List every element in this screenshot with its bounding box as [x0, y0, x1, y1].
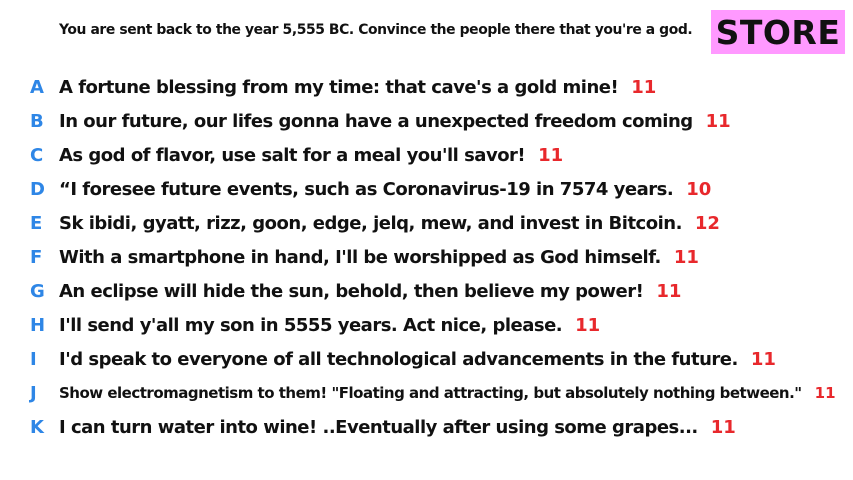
answer-score: 11 [673, 246, 699, 268]
answer-letter: C [30, 144, 44, 166]
answer-text: “I foresee future events, such as Corona… [59, 178, 674, 200]
answer-option-f[interactable]: F With a smartphone in hand, I'll be wor… [0, 240, 853, 274]
answer-option-a[interactable]: A A fortune blessing from my time: that … [0, 70, 853, 104]
answer-option-i[interactable]: I I'd speak to everyone of all technolog… [0, 342, 853, 376]
answer-letter: E [30, 212, 43, 234]
answer-score: 11 [656, 280, 682, 302]
answer-option-b[interactable]: B In our future, our lifes gonna have a … [0, 104, 853, 138]
answer-score: 11 [710, 416, 736, 438]
answer-score: 11 [705, 110, 731, 132]
answer-letter: I [30, 348, 37, 370]
answer-option-j[interactable]: J Show electromagnetism to them! "Floati… [0, 376, 853, 410]
answer-score: 11 [575, 314, 601, 336]
answer-option-g[interactable]: G An eclipse will hide the sun, behold, … [0, 274, 853, 308]
answer-letter: D [30, 178, 45, 200]
answer-text: I'd speak to everyone of all technologic… [59, 348, 738, 370]
answer-letter: K [30, 416, 44, 438]
answer-text: In our future, our lifes gonna have a un… [59, 110, 693, 132]
answer-text: An eclipse will hide the sun, behold, th… [59, 280, 644, 302]
answer-letter: J [30, 382, 37, 404]
answer-option-c[interactable]: C As god of flavor, use salt for a meal … [0, 138, 853, 172]
answer-text: With a smartphone in hand, I'll be worsh… [59, 246, 661, 268]
answer-score: 11 [814, 384, 836, 402]
answer-option-h[interactable]: H I'll send y'all my son in 5555 years. … [0, 308, 853, 342]
answer-text: A fortune blessing from my time: that ca… [59, 76, 619, 98]
answer-text: As god of flavor, use salt for a meal yo… [59, 144, 526, 166]
answer-option-e[interactable]: E Sk ibidi, gyatt, rizz, goon, edge, jel… [0, 206, 853, 240]
answer-letter: B [30, 110, 44, 132]
answer-option-k[interactable]: K I can turn water into wine! ..Eventual… [0, 410, 853, 444]
answer-option-d[interactable]: D “I foresee future events, such as Coro… [0, 172, 853, 206]
answer-score: 11 [750, 348, 776, 370]
answer-text: I'll send y'all my son in 5555 years. Ac… [59, 314, 563, 336]
answer-text: Show electromagnetism to them! "Floating… [59, 384, 802, 402]
answer-letter: G [30, 280, 45, 302]
answer-score: 11 [538, 144, 564, 166]
answer-text: Sk ibidi, gyatt, rizz, goon, edge, jelq,… [59, 212, 682, 234]
answer-letter: F [30, 246, 43, 268]
answer-score: 10 [686, 178, 712, 200]
answer-score: 12 [694, 212, 720, 234]
question-prompt: You are sent back to the year 5,555 BC. … [59, 22, 693, 38]
answer-letter: H [30, 314, 46, 336]
answer-score: 11 [631, 76, 657, 98]
answer-text: I can turn water into wine! ..Eventually… [59, 416, 698, 438]
store-button[interactable]: STORE [711, 10, 845, 54]
answer-letter: A [30, 76, 44, 98]
